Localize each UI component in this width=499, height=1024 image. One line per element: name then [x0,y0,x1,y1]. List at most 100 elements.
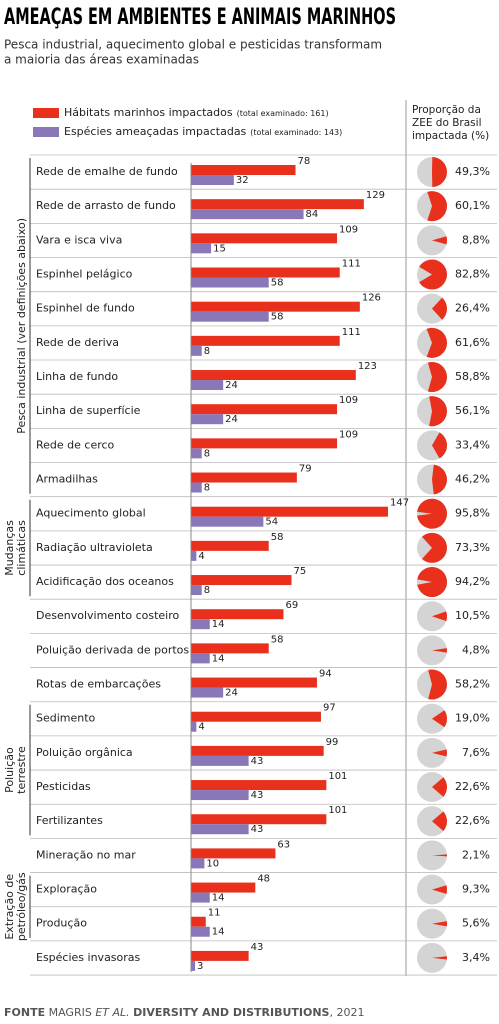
bar [191,506,388,517]
value-label: 111 [342,259,361,270]
bar [191,711,321,722]
pie-slice [428,669,448,700]
pie-value-label: 58,8% [455,370,490,383]
value-label: 94 [319,669,332,680]
category-label: Espinhel pelágico [36,268,133,281]
group-label: petróleo/gás [15,872,28,941]
value-label: 43 [251,824,264,835]
pie-slice [432,611,447,622]
bar [191,814,327,825]
value-label: 32 [236,175,249,186]
bar [191,643,269,654]
pie-value-label: 22,6% [455,814,490,827]
bar [191,892,210,903]
value-label: 101 [328,771,347,782]
bar [191,575,292,586]
value-label: 101 [328,805,347,816]
bar [191,824,249,835]
value-label: 14 [212,619,225,630]
value-label: 97 [323,703,336,714]
value-label: 147 [390,498,409,509]
pie-value-label: 2,1% [462,848,490,861]
category-label: Aquecimento global [36,507,146,520]
bar [191,301,360,312]
pie-value-label: 4,8% [462,643,490,656]
pie-slice [426,327,447,358]
pie-value-label: 7,6% [462,746,490,759]
value-label: 15 [213,243,226,254]
pie-slice [427,191,447,222]
bar [191,755,249,766]
source-part: MAGRIS [49,1006,92,1019]
pie-slice [432,811,447,832]
pie-slice [432,854,448,857]
bar [191,438,338,449]
bar [191,335,340,346]
category-label: Rede de emalhe de fundo [36,165,178,178]
value-label: 63 [277,839,290,850]
value-label: 43 [251,790,264,801]
value-label: 8 [204,585,210,596]
legend-label: Hábitats marinhos impactados (total exami… [64,106,329,119]
pie-value-label: 26,4% [455,302,490,315]
source-part: ET AL. [95,1006,129,1019]
value-label: 58 [271,278,284,289]
legend-swatch [33,108,59,118]
value-label: 79 [299,464,312,475]
pie-slice [432,648,447,653]
bar [191,233,338,244]
bar [191,848,276,859]
value-label: 48 [257,874,270,885]
pie-value-label: 22,6% [455,780,490,793]
value-label: 24 [225,688,238,699]
category-label: Espinhel de fundo [36,302,135,315]
bar [191,858,205,869]
category-label: Linha de fundo [36,370,118,383]
bar [191,370,356,381]
category-label: Espécies invasoras [36,951,141,964]
value-label: 54 [265,517,278,528]
bar [191,721,197,732]
value-label: 78 [298,156,311,167]
pie-value-label: 58,2% [455,678,490,691]
group-label: Mudanças [3,520,16,576]
legend-name: Hábitats marinhos impactados [64,106,233,119]
value-label: 58 [271,532,284,543]
pie-value-label: 3,4% [462,951,490,964]
value-label: 14 [212,893,225,904]
value-label: 69 [285,600,298,611]
bar [191,677,317,688]
pie-value-label: 49,3% [455,165,490,178]
bar [191,311,269,322]
bar [191,243,212,254]
bar [191,414,224,425]
bar [191,916,206,927]
value-label: 109 [339,429,358,440]
bar [191,345,202,356]
legend-name: Espécies ameaçadas impactadas [64,125,247,138]
pie-slice [417,498,448,529]
pie-value-label: 73,3% [455,541,490,554]
pie-value-label: 60,1% [455,199,490,212]
source-part: FONTE [4,1006,45,1019]
group-label: climáticas [15,520,28,576]
pie-slice [421,532,448,563]
bar [191,609,284,620]
pie-value-label: 82,8% [455,268,490,281]
value-label: 123 [358,361,377,372]
category-label: Radiação ultravioleta [36,541,153,554]
chart-title: AMEAÇAS EM AMBIENTES E ANIMAIS MARINHOS [4,5,396,30]
value-label: 43 [251,942,264,953]
value-label: 8 [204,448,210,459]
pie-value-label: 8,8% [462,233,490,246]
pie-slice [432,297,448,320]
value-label: 24 [225,414,238,425]
bar [191,926,210,937]
value-label: 8 [204,346,210,357]
subtitle: Pesca industrial, aquecimento global e p… [4,38,382,52]
pie-value-label: 9,3% [462,883,490,896]
pie-slice [432,464,448,495]
bar [191,175,234,185]
bar [191,585,202,596]
bar [191,277,269,288]
